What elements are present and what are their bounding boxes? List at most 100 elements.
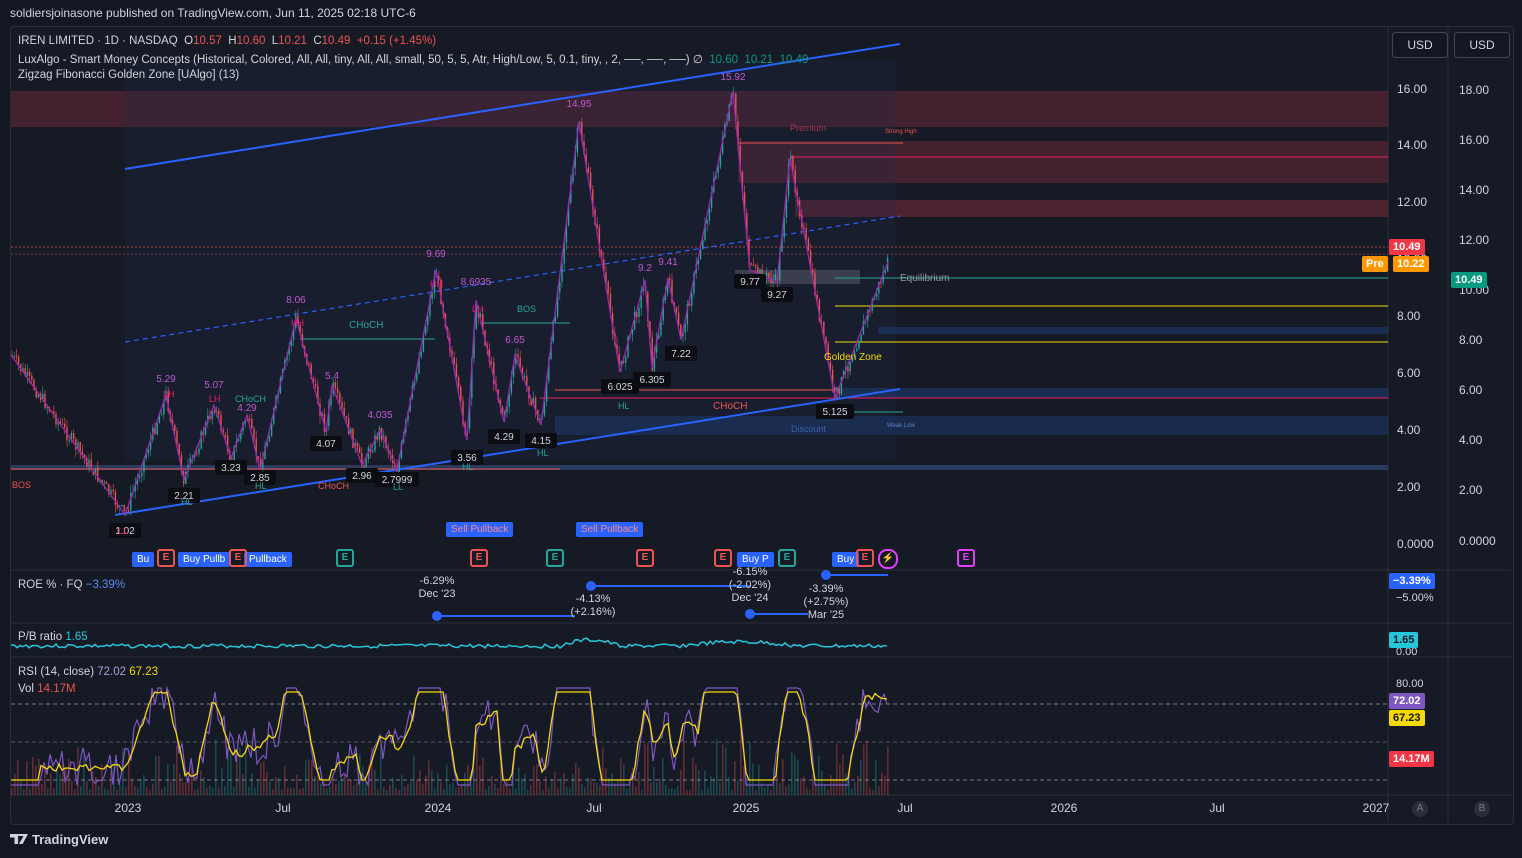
volume-bar: [311, 760, 313, 795]
lh-label-3: LH: [472, 304, 484, 314]
rsi-ma-badge: 67.23: [1389, 710, 1425, 726]
candle-body: [748, 239, 750, 264]
candle-body: [506, 406, 508, 413]
tradingview-logo[interactable]: TradingView: [10, 832, 108, 847]
volume-bar: [326, 788, 328, 795]
volume-bar: [299, 789, 301, 795]
volume-bar: [128, 752, 130, 795]
candle-body: [471, 358, 473, 399]
candle-body: [640, 290, 642, 308]
legend-row-1[interactable]: IREN LIMITED · 1D · NASDAQ O10.57 H10.60…: [18, 35, 437, 47]
structure-labels: BOS CHoCH BOS CHoCH CHoCH CHoCH LH LH HH…: [12, 279, 747, 536]
mode-button-b[interactable]: B: [1474, 801, 1490, 817]
earnings-e-icon[interactable]: E: [636, 549, 654, 567]
currency-button-right[interactable]: USD: [1454, 32, 1510, 58]
earnings-e-icon[interactable]: E: [856, 549, 874, 567]
discount-label: Discount: [791, 424, 827, 434]
pivot-label: 5.4: [325, 371, 339, 382]
earnings-e-icon[interactable]: E: [470, 549, 488, 567]
roe-annotation-value: -3.39%: [808, 583, 844, 595]
candle-body: [768, 273, 770, 279]
candle-body: [618, 353, 620, 367]
pb-legend[interactable]: P/B ratio 1.65: [18, 631, 88, 643]
candle-body: [262, 459, 264, 475]
ll-label: LL: [393, 482, 403, 492]
hl-label-5: HL: [618, 401, 630, 411]
volume-bar: [485, 789, 487, 795]
vol-legend[interactable]: Vol 14.17M: [18, 683, 76, 695]
volume-bar: [407, 784, 409, 795]
volume-bar: [569, 788, 571, 795]
currency-button-left[interactable]: USD: [1392, 32, 1448, 58]
volume-bar: [533, 766, 535, 795]
volume-bar: [131, 780, 133, 795]
candle-body: [625, 357, 627, 363]
legend-row-2[interactable]: LuxAlgo - Smart Money Concepts (Historic…: [18, 54, 809, 66]
earnings-e-icon[interactable]: E: [157, 549, 175, 567]
volume-bar: [164, 786, 166, 795]
candle-body: [479, 314, 482, 318]
candle-body: [224, 435, 227, 437]
pivot-label: 9.27: [767, 290, 787, 301]
candle-body: [42, 393, 44, 401]
volume-bar: [146, 787, 148, 795]
candle-body: [136, 477, 139, 485]
volume-bar: [350, 779, 352, 795]
volume-bar: [872, 789, 874, 795]
earnings-e-icon[interactable]: E: [336, 549, 354, 567]
volume-bar: [338, 780, 340, 795]
right-scale-tick: 6.00: [1459, 383, 1483, 397]
candle-body: [735, 93, 737, 122]
pivot-label-box: [451, 450, 483, 465]
lower-trendline[interactable]: [114, 388, 901, 516]
candle-body: [308, 362, 310, 365]
pivot-label-box: [816, 404, 854, 419]
candle-body: [13, 355, 15, 357]
volume-bar: [431, 770, 433, 795]
candle-body: [112, 489, 114, 492]
volume-bar: [341, 777, 343, 795]
indicator-zigzag[interactable]: Zigzag Fibonacci Golden Zone [UAlgo] (13…: [18, 69, 240, 81]
premarket-tag: Pre: [1362, 256, 1388, 272]
candle-body: [589, 172, 592, 190]
candle-body: [347, 418, 350, 435]
earnings-e-icon[interactable]: E: [546, 549, 564, 567]
volume-bar: [134, 785, 136, 795]
volume-bar: [842, 754, 844, 795]
candle-body: [871, 299, 873, 312]
candle-body: [453, 357, 455, 365]
volume-bar: [719, 782, 721, 795]
upper-trendline[interactable]: [124, 43, 901, 170]
pivot-label-box: [734, 274, 766, 289]
earnings-e-icon[interactable]: E: [714, 549, 732, 567]
candle-body: [825, 336, 827, 344]
rsi-legend[interactable]: RSI (14, close) 72.02 67.23: [18, 666, 159, 678]
candle-body: [33, 379, 35, 390]
candle-body: [297, 315, 299, 326]
volume-bar: [650, 782, 652, 795]
dividend-icon[interactable]: ⚡: [878, 549, 898, 569]
volume-bar: [248, 786, 250, 795]
volume-bar: [857, 775, 859, 795]
earnings-e-icon[interactable]: E: [957, 549, 975, 567]
volume-bar: [389, 785, 391, 795]
pivot-label: 8.06: [286, 295, 306, 306]
equilibrium-label: Equilibrium: [900, 273, 949, 284]
candle-body: [616, 344, 618, 354]
volume-bar: [563, 773, 565, 795]
volume-bar: [230, 752, 232, 795]
volume-bar: [302, 788, 304, 795]
earnings-e-icon[interactable]: E: [229, 549, 247, 567]
mode-button-a[interactable]: A: [1412, 801, 1428, 817]
roe-legend[interactable]: ROE % · FQ −3.39%: [18, 579, 126, 591]
volume-bar: [119, 784, 121, 795]
pivot-label: 4.035: [367, 410, 392, 421]
earnings-e-icon[interactable]: E: [778, 549, 796, 567]
volume-bar: [755, 789, 757, 795]
volume-bar: [263, 761, 265, 795]
volume-bar: [593, 782, 595, 795]
symbol-name[interactable]: IREN LIMITED · 1D · NASDAQ: [18, 35, 178, 47]
volume-bar: [80, 786, 82, 795]
indicator-smc[interactable]: LuxAlgo - Smart Money Concepts (Historic…: [18, 54, 703, 66]
